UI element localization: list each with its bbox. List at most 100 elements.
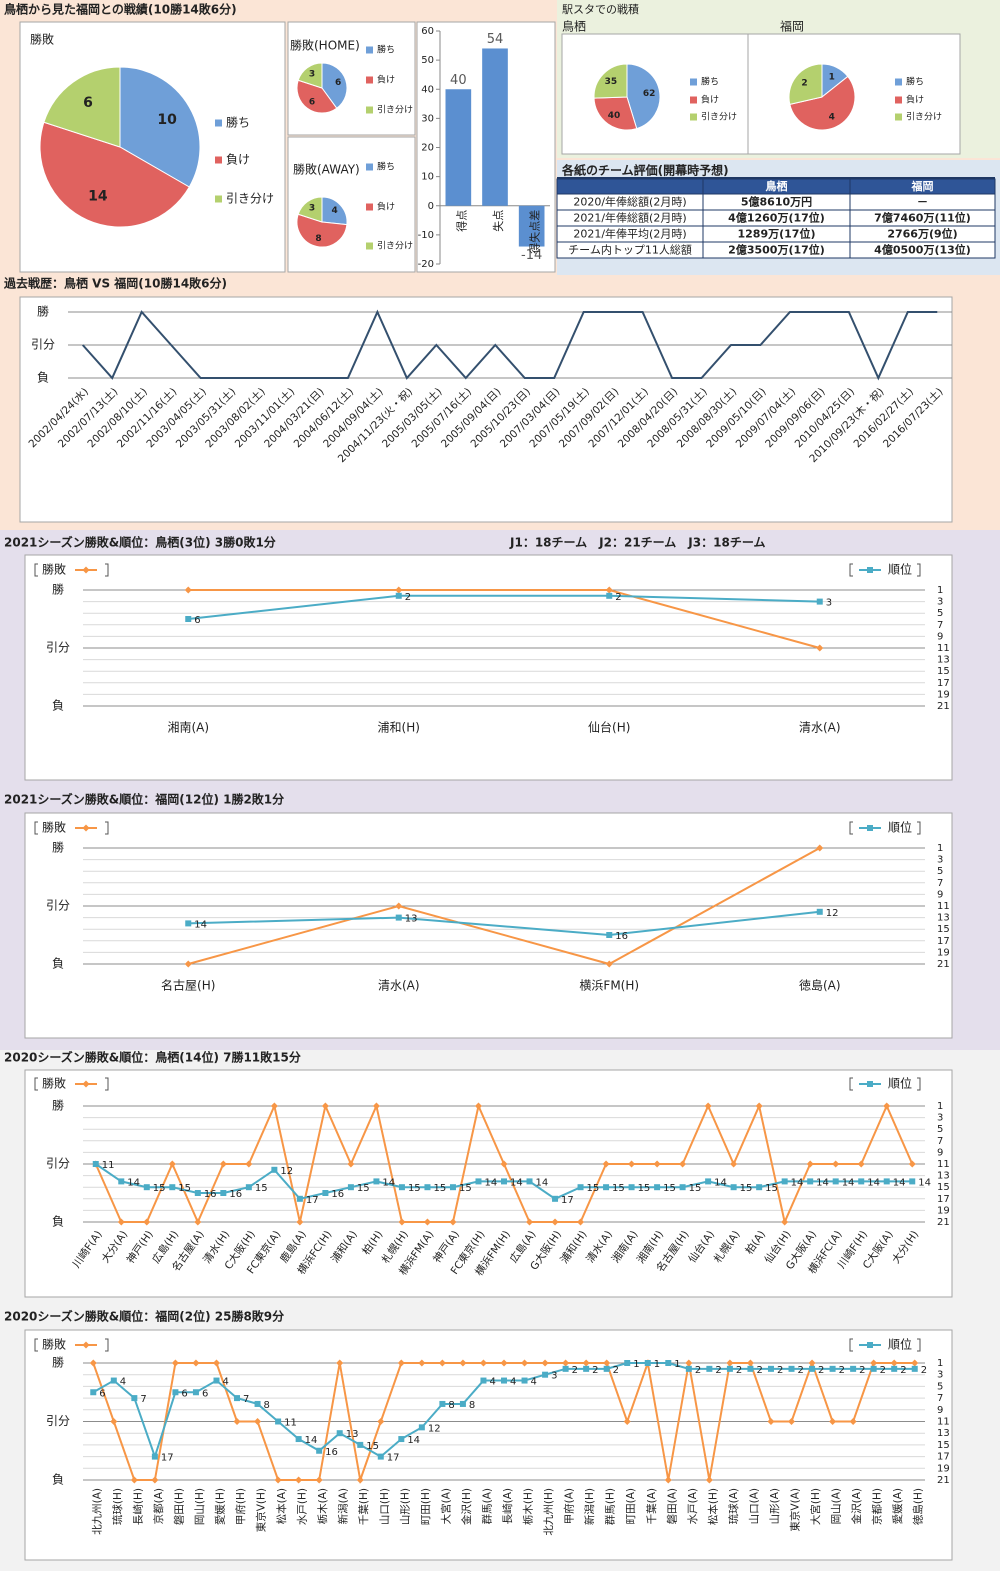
header-text: 鳥栖 [766,179,788,193]
result-marker [870,1359,878,1367]
y2-tick-label: 7 [937,620,943,631]
series-line [188,589,821,649]
result-marker [883,1102,891,1110]
x-tick-label: 水戸(A) [687,1488,699,1524]
result-marker [746,1359,754,1367]
result-marker [151,1476,159,1484]
rank-label: 2 [921,1365,927,1376]
x-tick-label: 松本(H) [706,1488,719,1525]
y2-tick-label: 9 [937,1405,943,1416]
rank-label: 3 [826,598,832,609]
rank-label: 2 [880,1365,886,1376]
rank-marker [606,932,613,938]
legend-label: 引き分け [377,105,413,116]
rank-label: 7 [243,1394,249,1405]
y-tick-label: 負 [37,371,49,385]
rank-marker [92,1161,99,1167]
x-tick-label: 金沢(A) [850,1488,863,1524]
rank-marker [169,1184,176,1191]
rank-marker [542,1371,549,1378]
x-tick-label: 山口(A) [748,1488,760,1524]
series-line [188,594,820,620]
x-tick-label: 浦和(H) [378,721,420,735]
result-marker [603,1359,611,1367]
legend-label: 順位 [888,562,912,577]
y2-tick-label: 9 [937,1147,943,1158]
result-marker [857,1160,865,1168]
rank-marker [110,1377,117,1384]
result-marker [602,1160,610,1168]
y-tick-label: 60 [421,26,434,37]
result-marker [726,1359,734,1367]
result-marker [219,1160,227,1168]
rank-marker [679,1184,686,1191]
rank-marker [439,1400,446,1407]
rank-label: 1 [654,1359,660,1370]
legend-swatch [895,113,902,121]
table-cell [849,241,996,259]
rank-label: 4 [489,1377,495,1388]
result-marker [653,1160,661,1168]
y2-tick-label: 19 [937,689,950,700]
rank-label: 15 [663,1183,676,1194]
x-tick-label: 栃木(A) [316,1488,329,1524]
result-marker [184,960,192,968]
chart-title: 過去戦歴：鳥栖 VS 福岡(10勝14敗6分) [3,276,227,291]
legend-swatch [366,46,373,54]
pie-label: 14 [88,189,108,205]
result-marker [479,1359,487,1367]
pie-slice [297,196,323,223]
legend-label: 引き分け [377,241,413,252]
x-tick-label: 北九州(H) [543,1488,555,1536]
legend-label: 順位 [888,1337,912,1352]
rank-marker [644,1360,651,1366]
y-tick-label: 20 [421,143,434,154]
legend-label: 勝ち [377,161,395,173]
legend-label: 勝ち [377,44,395,56]
rank-label: 6 [99,1388,105,1399]
legend-swatch [215,119,222,127]
chart-title: 2020シーズン勝敗&順位：鳥栖(14位) 7勝11敗15分 [4,1050,301,1065]
rank-marker [654,1184,661,1191]
y-tick-label: 10 [421,172,434,183]
x-tick-label: 新潟(A) [337,1488,350,1524]
rank-label: 8 [448,1400,454,1411]
rank-label: 14 [791,1177,804,1188]
rank-marker [858,1178,865,1185]
result-marker [295,1476,303,1484]
y-tick-label: 勝 [52,1098,64,1113]
x-tick-label: 千葉(A) [645,1488,658,1524]
rank-marker [398,1184,405,1191]
table-title: 各紙のチーム評価(開幕時予想) [561,163,729,178]
y2-tick-label: 1 [937,1101,943,1112]
pie-slice [626,63,661,130]
x-tick-label: 新潟(H) [583,1488,596,1525]
bar [518,205,545,247]
rank-label: 13 [346,1429,359,1440]
x-tick-label: 得失点差 [528,210,542,254]
y2-tick-label: 15 [937,1440,950,1451]
rank-label: 15 [612,1183,625,1194]
rank-marker [891,1365,898,1372]
result-marker [755,1102,763,1110]
chart-title: 2021シーズン勝敗&順位：鳥栖(3位) 3勝0敗1分 [4,535,276,550]
rank-marker [347,1184,354,1191]
rank-label: 14 [536,1177,549,1188]
x-tick-label: 東京V(H) [255,1488,268,1532]
result-marker [816,844,824,852]
result-marker [274,1476,282,1484]
y-tick-label: 勝 [52,840,64,855]
rank-label: 14 [510,1177,523,1188]
section-title: 鳥栖から見た福岡との戦績(10勝14敗6分) [4,2,237,17]
legend-label: 勝ち [226,115,250,130]
result-marker [117,1218,125,1226]
result-marker [212,1359,220,1367]
y2-tick-label: 13 [937,913,950,924]
x-tick-label: 横浜FM(H) [579,979,639,993]
rank-marker [395,592,402,599]
rank-label: 15 [178,1183,191,1194]
cell-text: 1289万(17位) [738,227,816,241]
rank-marker [480,1377,487,1384]
rank-marker [275,1418,282,1425]
legend-marker [867,567,873,573]
